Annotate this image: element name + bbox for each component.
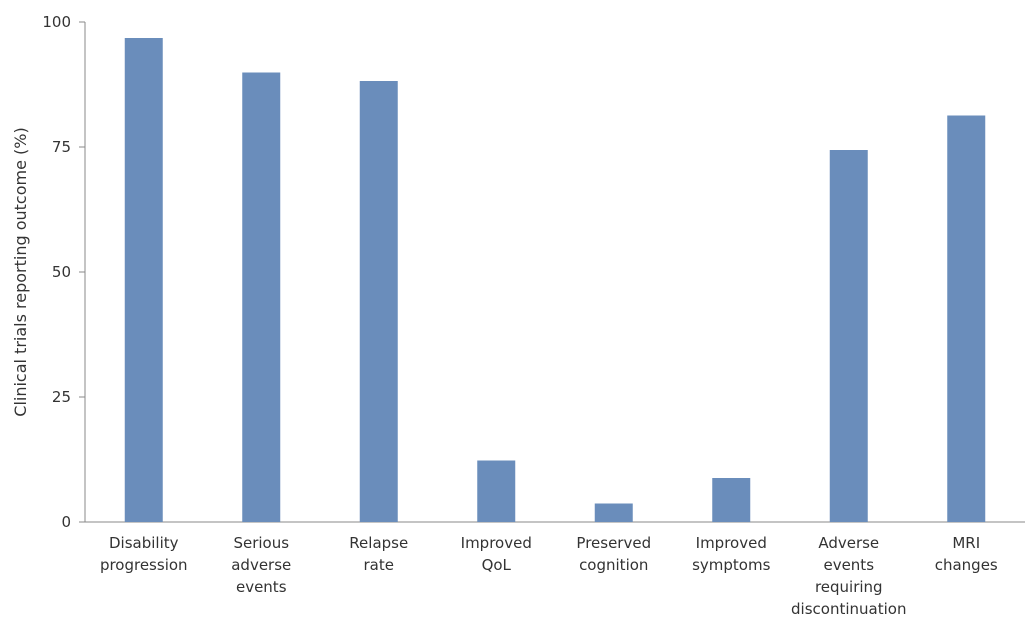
x-tick-label: Disability progression	[100, 534, 188, 574]
x-tick-label: Preserved cognition	[576, 534, 651, 574]
y-tick-label: 50	[52, 263, 71, 281]
bar	[829, 150, 868, 522]
bar	[947, 115, 986, 522]
bar	[359, 81, 398, 522]
x-tick-label: Serious adverse events	[231, 534, 291, 596]
x-axis: Disability progression Serious adverse event…	[85, 521, 1025, 618]
x-tick-label: Adverse events requiring discontinuation	[791, 534, 906, 618]
bar	[594, 503, 633, 522]
y-tick-label: 0	[61, 513, 71, 531]
bar	[242, 72, 281, 522]
y-tick-label: 25	[52, 388, 71, 406]
bar	[477, 460, 516, 522]
x-tick-label: MRI changes	[935, 534, 998, 574]
bar	[124, 38, 163, 522]
x-tick-label: Relapse rate	[349, 534, 408, 574]
y-tick-label: 75	[52, 138, 71, 156]
x-tick-label: Improved symptoms	[692, 534, 770, 574]
bar	[712, 478, 751, 522]
bars	[124, 38, 986, 522]
y-tick-label: 100	[42, 13, 71, 31]
x-tick-label: Improved QoL	[461, 534, 532, 574]
y-axis: 0 25 50 75 100	[42, 13, 86, 531]
y-axis-title: Clinical trials reporting outcome (%)	[11, 127, 30, 416]
